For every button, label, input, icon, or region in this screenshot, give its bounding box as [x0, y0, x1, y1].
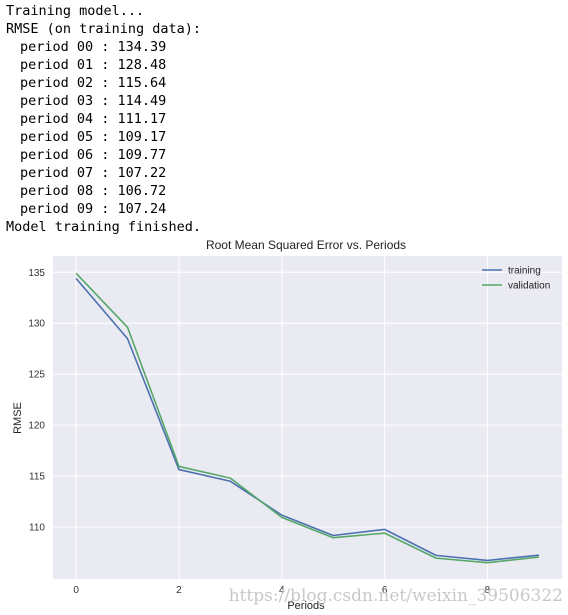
y-tick-label: 115	[29, 472, 45, 483]
x-axis-label: Periods	[287, 600, 325, 612]
series-lines	[75, 272, 539, 564]
console-line-finished: Model training finished.	[6, 219, 202, 235]
console-line-period: period 05 : 109.17	[20, 129, 167, 145]
y-tick-label: 130	[28, 319, 45, 330]
y-tick-labels: 110 115 120 125 130 135	[28, 268, 45, 534]
rmse-line-chart: Root Mean Squared Error vs. Periods 1101…	[12, 238, 563, 612]
console-line-period: period 02 : 115.64	[20, 75, 167, 91]
plot-area	[53, 256, 562, 579]
y-tick-label: 120	[28, 421, 45, 432]
console-line-period: period 03 : 114.49	[20, 93, 167, 109]
x-tick-labels: 0 2 4 6 8	[73, 585, 490, 596]
x-tick-label: 2	[176, 585, 182, 596]
console-line-period: period 09 : 107.24	[20, 201, 167, 217]
console-line-rmse-header: RMSE (on training data):	[6, 21, 202, 37]
console-line-period: period 00 : 134.39	[20, 39, 167, 55]
console-line-period: period 07 : 107.22	[20, 165, 167, 181]
x-tick-label: 4	[279, 585, 285, 596]
legend-label-validation: validation	[508, 281, 550, 292]
legend: training validation	[482, 266, 550, 292]
y-tick-label: 110	[29, 523, 45, 534]
x-tick-label: 0	[73, 585, 79, 596]
y-axis-label: RMSE	[12, 402, 24, 434]
console-line-period: period 08 : 106.72	[20, 183, 167, 199]
console-output: Training model... RMSE (on training data)…	[6, 2, 201, 236]
console-line-period: period 01 : 128.48	[20, 57, 167, 73]
y-tick-label: 135	[28, 268, 45, 279]
watermark: https://blog.csdn.net/weixin_39506322	[229, 586, 563, 606]
series-line-validation	[75, 272, 539, 564]
legend-label-training: training	[508, 266, 541, 277]
y-tick-label: 125	[28, 370, 45, 381]
console-line-training-model: Training model...	[6, 3, 145, 19]
series-line-training	[75, 278, 539, 562]
console-line-period: period 06 : 109.77	[20, 147, 167, 163]
x-tick-label: 6	[382, 585, 388, 596]
chart-title: Root Mean Squared Error vs. Periods	[206, 238, 406, 252]
console-line-period: period 04 : 111.17	[20, 111, 167, 127]
x-tick-label: 8	[485, 585, 491, 596]
